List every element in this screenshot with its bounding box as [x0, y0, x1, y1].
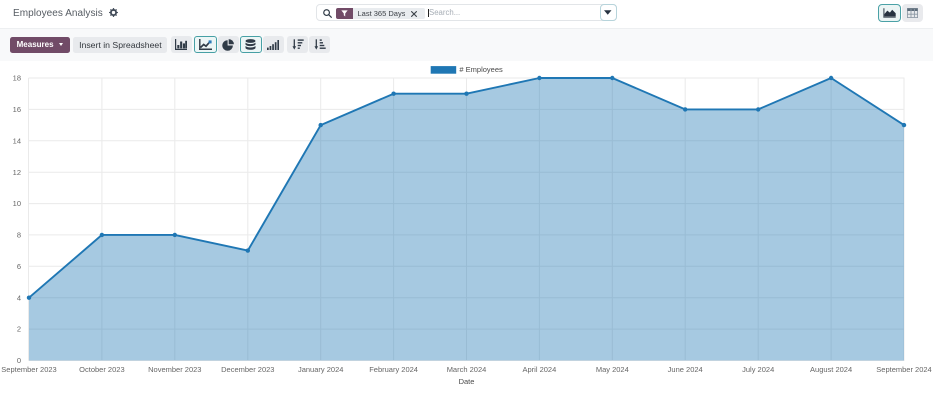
- svg-text:September 2024: September 2024: [876, 365, 931, 374]
- svg-text:August 2024: August 2024: [810, 365, 852, 374]
- svg-text:May 2024: May 2024: [596, 365, 629, 374]
- svg-text:18: 18: [13, 74, 21, 83]
- svg-text:10: 10: [13, 199, 21, 208]
- svg-text:12: 12: [13, 168, 21, 177]
- svg-text:February 2024: February 2024: [369, 365, 418, 374]
- svg-text:June 2024: June 2024: [668, 365, 703, 374]
- svg-text:16: 16: [13, 105, 21, 114]
- svg-text:January 2024: January 2024: [298, 365, 343, 374]
- svg-text:4: 4: [17, 293, 21, 302]
- svg-text:July 2024: July 2024: [742, 365, 774, 374]
- svg-text:Date: Date: [459, 377, 475, 386]
- svg-text:March 2024: March 2024: [447, 365, 487, 374]
- svg-text:2: 2: [17, 325, 21, 334]
- svg-text:6: 6: [17, 262, 21, 271]
- svg-text:April 2024: April 2024: [523, 365, 557, 374]
- svg-text:# Employees: # Employees: [459, 65, 503, 74]
- svg-text:14: 14: [13, 136, 21, 145]
- svg-text:8: 8: [17, 231, 21, 240]
- svg-text:October 2023: October 2023: [79, 365, 124, 374]
- svg-text:November 2023: November 2023: [148, 365, 201, 374]
- svg-text:0: 0: [17, 356, 21, 365]
- svg-text:December 2023: December 2023: [221, 365, 274, 374]
- svg-text:September 2023: September 2023: [1, 365, 56, 374]
